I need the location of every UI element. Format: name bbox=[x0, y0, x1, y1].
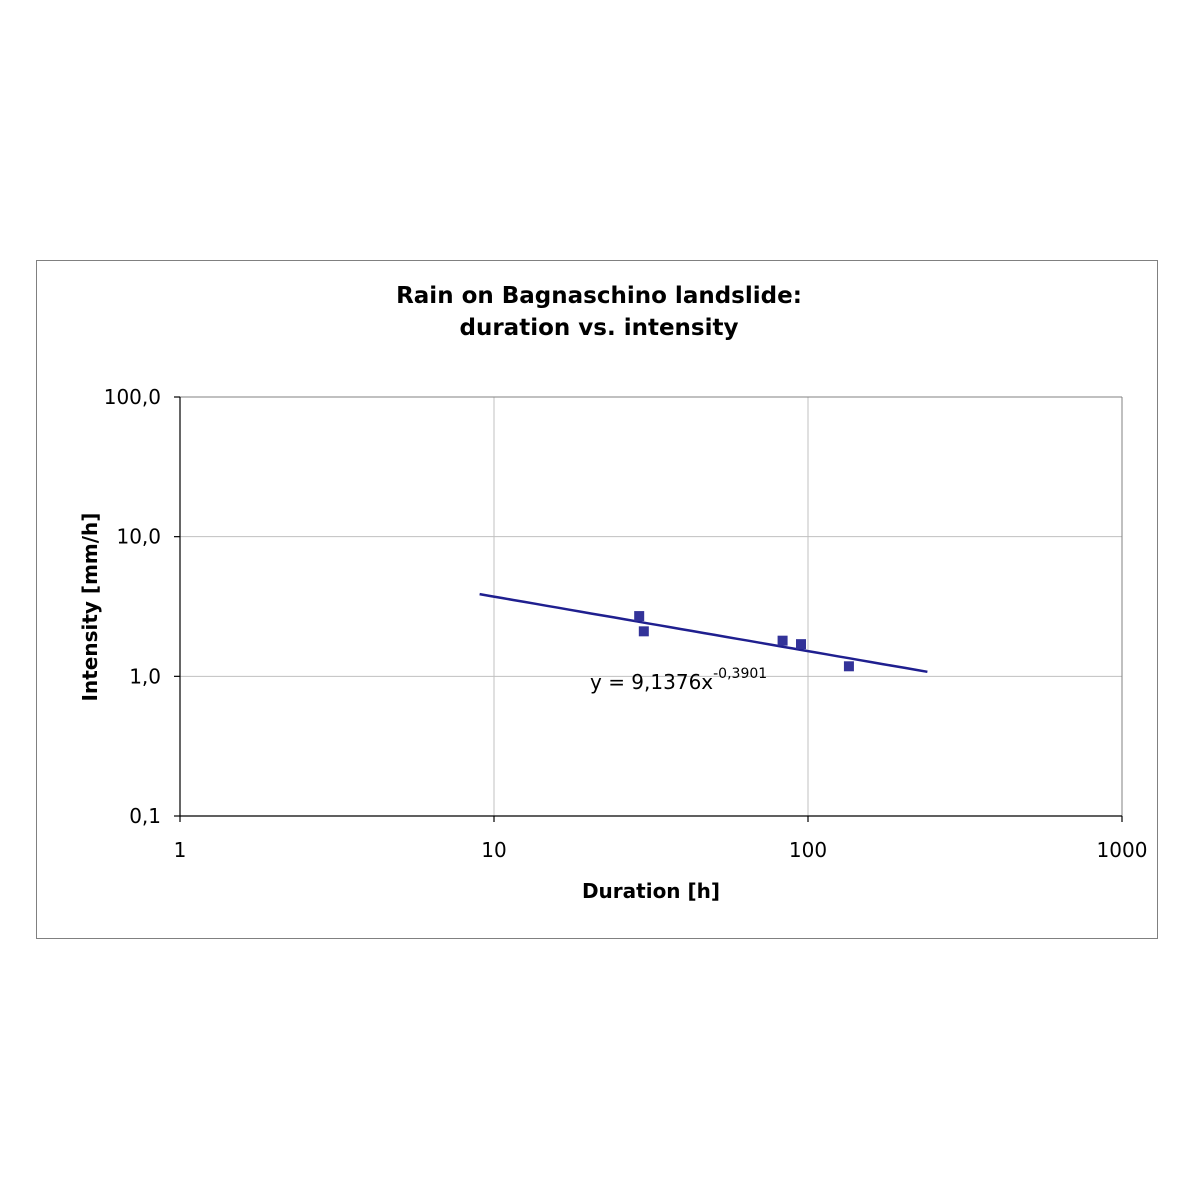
y-tick-label: 100,0 bbox=[104, 385, 161, 409]
y-tick-label: 1,0 bbox=[129, 664, 161, 688]
x-axis-title: Duration [h] bbox=[582, 879, 720, 903]
x-tick-label: 10 bbox=[481, 838, 506, 862]
y-tick-label: 0,1 bbox=[129, 804, 161, 828]
data-point bbox=[634, 611, 645, 622]
trendline-equation-base: y = 9,1376x bbox=[590, 670, 713, 694]
trendline bbox=[479, 592, 928, 674]
x-tick-label: 1 bbox=[174, 838, 187, 862]
data-point bbox=[796, 639, 807, 650]
x-tick-label: 1000 bbox=[1097, 838, 1148, 862]
chart-title-line-1: Rain on Bagnaschino landslide: bbox=[396, 283, 802, 309]
plot-area: 1 10 100 1000 0,1 1,0 10,0 100,0 bbox=[104, 385, 1148, 862]
y-tick-label: 10,0 bbox=[116, 525, 161, 549]
x-tick-label: 100 bbox=[789, 838, 827, 862]
data-point bbox=[843, 661, 854, 672]
data-point bbox=[777, 635, 788, 646]
trendline-equation: y = 9,1376x-0,3901 bbox=[590, 666, 767, 694]
chart-svg: Rain on Bagnaschino landslide: duration … bbox=[78, 283, 1148, 903]
trendline-equation-exponent: -0,3901 bbox=[713, 666, 767, 682]
data-point bbox=[638, 626, 649, 637]
y-axis-title: Intensity [mm/h] bbox=[78, 513, 102, 702]
chart-frame: Rain on Bagnaschino landslide: duration … bbox=[36, 260, 1158, 939]
chart-title-line-2: duration vs. intensity bbox=[460, 315, 739, 341]
